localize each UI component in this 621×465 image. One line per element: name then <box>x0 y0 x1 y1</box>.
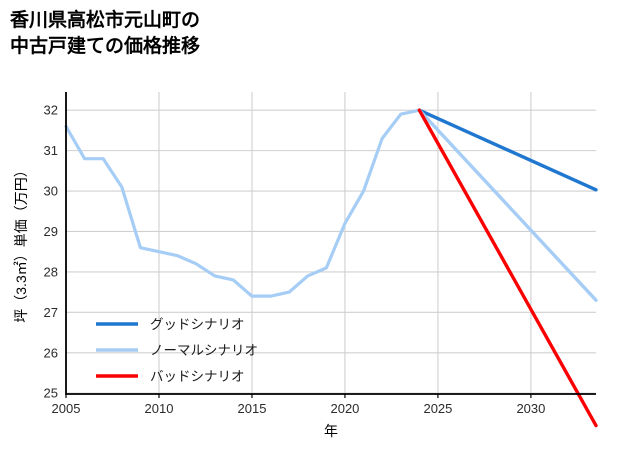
y-tick-label: 26 <box>44 345 58 360</box>
axis-ticks <box>65 394 532 398</box>
y-axis-title: 坪（3.3㎡）単価（万円） <box>13 163 29 322</box>
x-tick-label: 2030 <box>516 401 545 416</box>
y-axis-tick-labels: 25 26 27 28 29 30 31 32 <box>44 103 58 401</box>
y-tick-label: 28 <box>44 264 58 279</box>
axis-titles: 年 坪（3.3㎡）単価（万円） <box>13 163 338 439</box>
axis-spines <box>65 92 596 395</box>
chart-title: 香川県高松市元山町の 中古戸建ての価格推移 <box>10 10 201 58</box>
y-tick-label: 30 <box>44 184 58 199</box>
series-line-2 <box>417 108 598 302</box>
x-tick-label: 2020 <box>330 401 359 416</box>
series-line-1 <box>417 108 598 192</box>
y-tick-label: 32 <box>44 103 58 118</box>
series-line-3 <box>417 108 598 428</box>
x-tick-label: 2015 <box>238 401 267 416</box>
y-tick-label: 31 <box>44 143 58 158</box>
data-series-group <box>64 108 598 428</box>
legend-label: ノーマルシナリオ <box>150 343 258 358</box>
x-tick-label: 2025 <box>423 401 452 416</box>
y-tick-label: 29 <box>44 224 58 239</box>
legend-label: バッドシナリオ <box>150 369 245 384</box>
x-tick-label: 2005 <box>52 401 81 416</box>
y-tick-label: 27 <box>44 305 58 320</box>
legend-label: グッドシナリオ <box>150 317 245 332</box>
x-tick-label: 2010 <box>145 401 174 416</box>
y-tick-label: 25 <box>44 386 58 401</box>
x-axis-title: 年 <box>324 423 338 439</box>
x-axis-tick-labels: 2005 2010 2015 2020 2025 2030 <box>52 401 546 416</box>
series-line-0 <box>64 108 421 298</box>
